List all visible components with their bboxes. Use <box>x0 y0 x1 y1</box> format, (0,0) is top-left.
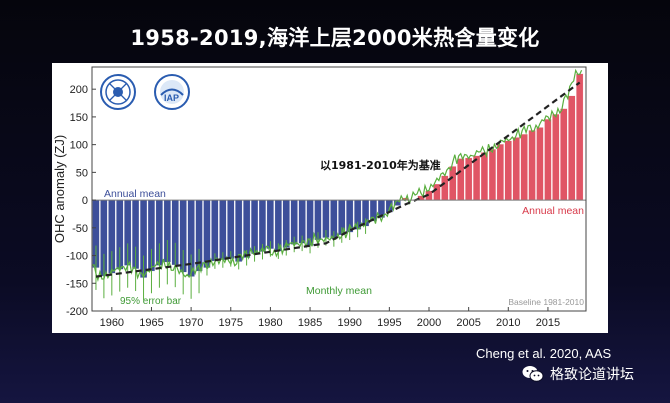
bar-1976 <box>235 199 243 262</box>
bar-2002 <box>441 175 449 201</box>
bar-2005 <box>465 157 473 201</box>
bar-2008 <box>488 148 497 201</box>
annual-mean-label-red: Annual mean <box>522 205 584 217</box>
x-tick-label: 2010 <box>496 317 520 329</box>
bar-2015 <box>544 118 552 201</box>
iap-logo: IAP <box>154 74 190 110</box>
wechat-icon <box>522 366 544 382</box>
y-axis-label: OHC anomaly (ZJ) <box>52 135 67 243</box>
bar-2012 <box>520 133 528 201</box>
bar-2018 <box>568 95 576 201</box>
y-tick-label: 100 <box>70 140 88 152</box>
bar-2017 <box>560 108 568 201</box>
annual-mean-label-blue: Annual mean <box>104 188 166 200</box>
baseline-annotation-cn: 以1981-2010年为基准 <box>320 158 441 172</box>
trend-line <box>95 81 581 278</box>
x-tick-label: 1970 <box>179 317 203 329</box>
bar-1975 <box>227 199 235 260</box>
plot-frame <box>91 66 587 312</box>
citation: Cheng et al. 2020, AAS <box>476 346 612 361</box>
x-tick-label: 2000 <box>417 317 441 329</box>
x-tick-label: 1985 <box>298 317 322 329</box>
monthly-mean-label: Monthly mean <box>306 285 372 297</box>
bar-2007 <box>480 152 489 201</box>
watermark-text: 格致论道讲坛 <box>550 367 634 383</box>
bar-2003 <box>449 166 457 201</box>
ohc-chart: -200 -150 -100 -50 0 50 100 150 200 1960 1965 1970 1… <box>52 66 587 329</box>
bar-2016 <box>552 113 560 201</box>
x-tick-label: 1975 <box>219 317 243 329</box>
bar-2013 <box>528 130 536 201</box>
ohc-figure: -200 -150 -100 -50 0 50 100 150 200 1960 1965 1970 1… <box>52 63 608 333</box>
bar-1977 <box>243 199 251 258</box>
bar-2011 <box>512 137 520 201</box>
y-tick-label: -200 <box>66 306 88 318</box>
baseline-note: Baseline 1981-2010 <box>508 297 584 307</box>
x-tick-label: 1990 <box>337 317 361 329</box>
x-tick-label: 2015 <box>536 317 560 329</box>
bar-1972 <box>203 199 211 268</box>
y-tick-label: -150 <box>66 278 88 290</box>
x-tick-label: 2005 <box>456 317 480 329</box>
x-tick-label: 1980 <box>258 317 282 329</box>
y-tick-label: -100 <box>66 251 88 263</box>
cas-logo <box>100 74 136 110</box>
y-tick-label: 150 <box>70 112 88 124</box>
x-tick-label: 1965 <box>139 317 163 329</box>
bar-2006 <box>472 155 481 201</box>
svg-text:IAP: IAP <box>164 93 179 103</box>
bar-2001 <box>433 183 441 201</box>
bar-2009 <box>496 143 504 201</box>
bar-1974 <box>219 199 227 261</box>
bar-1978 <box>250 199 259 255</box>
y-tick-label: 50 <box>76 167 88 179</box>
y-tick-label: -50 <box>72 223 88 235</box>
x-tick-label: 1995 <box>377 317 401 329</box>
bar-2019 <box>576 73 584 201</box>
slide-title: 1958-2019,海洋上层2000米热含量变化 <box>130 26 540 50</box>
bar-2010 <box>504 140 512 201</box>
bar-2014 <box>536 127 544 201</box>
y-tick-label: 0 <box>82 195 88 207</box>
x-tick-label: 1960 <box>100 317 124 329</box>
watermark: 格致论道讲坛 <box>522 364 634 384</box>
bar-1973 <box>211 199 219 262</box>
bar-2004 <box>457 158 465 201</box>
error-bar-label: 95% error bar <box>120 296 182 307</box>
y-tick-label: 200 <box>70 84 88 96</box>
